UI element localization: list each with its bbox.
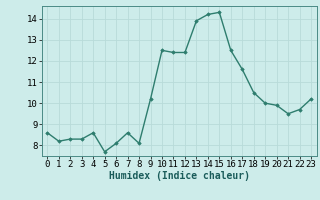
X-axis label: Humidex (Indice chaleur): Humidex (Indice chaleur)	[109, 171, 250, 181]
